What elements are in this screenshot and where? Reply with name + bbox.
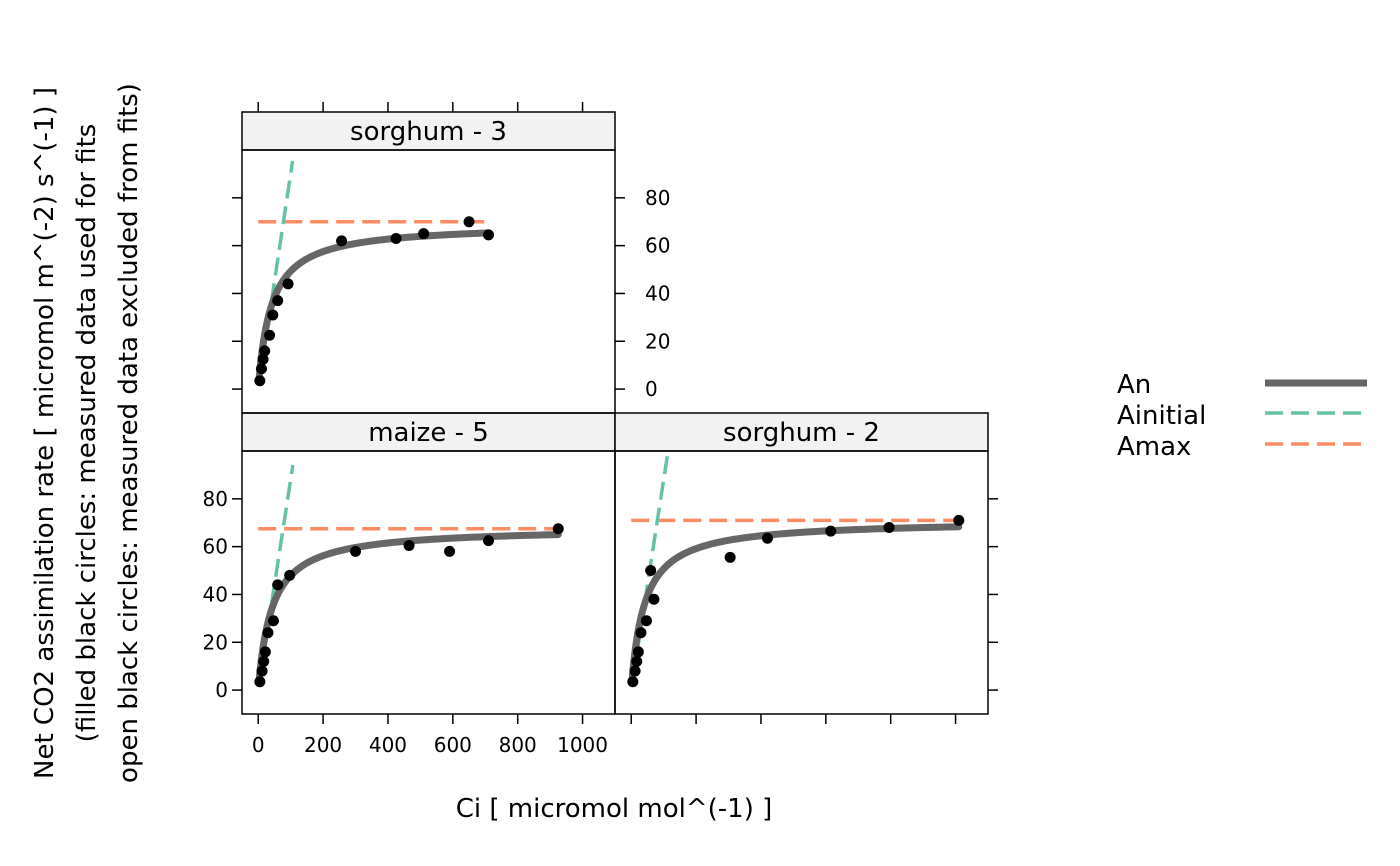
y-tick-label: 80: [203, 487, 228, 511]
data-point-sorghum-2-10: [825, 525, 837, 537]
x-tick-label: 0: [252, 733, 265, 757]
data-point-maize-5-7: [284, 569, 296, 581]
data-point-maize-5-5: [267, 615, 279, 627]
x-tick-label: 600: [434, 733, 472, 757]
an-curve-sorghum-2: [628, 523, 963, 686]
data-point-sorghum-3-12: [483, 229, 495, 241]
data-point-maize-5-12: [552, 523, 564, 535]
x-tick-label: 1000: [557, 733, 608, 757]
data-point-sorghum-3-9: [390, 232, 402, 244]
data-point-sorghum-2-11: [883, 522, 895, 534]
y-axis-title: Net CO2 assimilation rate [ micromol m^(…: [30, 83, 144, 783]
strip-sorghum-3: [241, 111, 616, 151]
data-point-sorghum-3-7: [282, 278, 294, 290]
y-tick-label-right: 60: [645, 234, 670, 258]
data-point-sorghum-2-6: [645, 565, 657, 577]
data-point-maize-5-3: [259, 646, 271, 658]
data-point-sorghum-3-0: [254, 375, 266, 387]
data-point-sorghum-2-7: [648, 593, 660, 605]
panel-border-sorghum-2: [614, 450, 989, 715]
data-point-maize-5-4: [262, 627, 274, 639]
data-point-maize-5-8: [350, 545, 362, 557]
data-point-sorghum-3-11: [463, 216, 475, 228]
data-point-sorghum-3-5: [267, 309, 279, 321]
y-tick-label: 60: [203, 535, 228, 559]
data-point-sorghum-2-9: [761, 532, 773, 544]
y-tick-label-right: 80: [645, 186, 670, 210]
data-point-sorghum-3-10: [418, 228, 430, 240]
panels: maize - 5 sorghum - 2 sorghum - 3: [241, 111, 989, 715]
y-axis-title-line-1: Net CO2 assimilation rate [ micromol m^(…: [30, 87, 60, 779]
data-point-maize-5-0: [254, 676, 266, 688]
strip-maize-5: [241, 412, 616, 452]
panel-sorghum-3: sorghum - 3: [241, 111, 616, 414]
panel-maize-5: maize - 5: [241, 412, 616, 715]
data-point-sorghum-2-4: [635, 627, 647, 639]
y-tick-label-right: 40: [645, 281, 670, 305]
y-axis-title-line-3: open black circles: measured data exclud…: [114, 83, 144, 783]
y-axis-title-line-2: (filled black circles: measured data use…: [72, 124, 102, 743]
y-tick-label: 40: [203, 582, 228, 606]
data-point-maize-5-2: [258, 655, 270, 667]
panel-content-sorghum-3: [255, 160, 492, 385]
x-tick-label: 200: [304, 733, 342, 757]
legend-label-ainitial: Ainitial: [1117, 401, 1206, 431]
data-point-maize-5-1: [256, 665, 268, 677]
panel-border-maize-5: [241, 450, 616, 715]
data-point-sorghum-3-8: [336, 235, 348, 247]
data-point-sorghum-3-4: [264, 329, 276, 341]
panel-sorghum-2: sorghum - 2: [614, 412, 989, 715]
strip-sorghum-2: [614, 412, 989, 452]
y-tick-label-right: 0: [645, 377, 658, 401]
y-tick-label: 20: [203, 630, 228, 654]
data-point-sorghum-3-3: [259, 345, 271, 357]
data-point-sorghum-3-2: [257, 353, 269, 365]
strip-label-maize-5: maize - 5: [368, 418, 489, 448]
x-tick-label: 400: [369, 733, 407, 757]
y-tick-label-right: 20: [645, 329, 670, 353]
x-axis-title: Ci [ micromol mol^(-1) ]: [456, 794, 773, 824]
legend-label-an: An: [1117, 370, 1151, 400]
an-curve-sorghum-3: [255, 229, 492, 385]
data-point-sorghum-2-1: [629, 665, 641, 677]
panel-border-sorghum-3: [241, 149, 616, 414]
x-tick-label: 800: [499, 733, 537, 757]
data-point-sorghum-2-3: [632, 646, 644, 658]
data-point-sorghum-2-0: [627, 676, 639, 688]
panel-content-maize-5: [255, 464, 562, 687]
strip-label-sorghum-2: sorghum - 2: [723, 418, 880, 448]
data-point-maize-5-11: [483, 535, 495, 547]
legend-label-amax: Amax: [1117, 432, 1191, 462]
data-point-maize-5-6: [272, 579, 284, 591]
data-point-maize-5-9: [403, 539, 415, 551]
an-curve-maize-5: [255, 531, 562, 687]
y-tick-label: 0: [215, 678, 228, 702]
data-point-sorghum-3-1: [255, 363, 267, 375]
data-point-maize-5-10: [444, 545, 456, 557]
legend: An Ainitial Amax: [1117, 370, 1367, 462]
data-point-sorghum-2-2: [631, 655, 643, 667]
data-point-sorghum-2-12: [953, 514, 965, 526]
strip-label-sorghum-3: sorghum - 3: [350, 117, 507, 147]
data-point-sorghum-2-5: [640, 615, 652, 627]
panel-content-sorghum-2: [628, 451, 963, 686]
data-point-sorghum-2-8: [724, 551, 736, 563]
data-point-sorghum-3-6: [272, 295, 284, 307]
